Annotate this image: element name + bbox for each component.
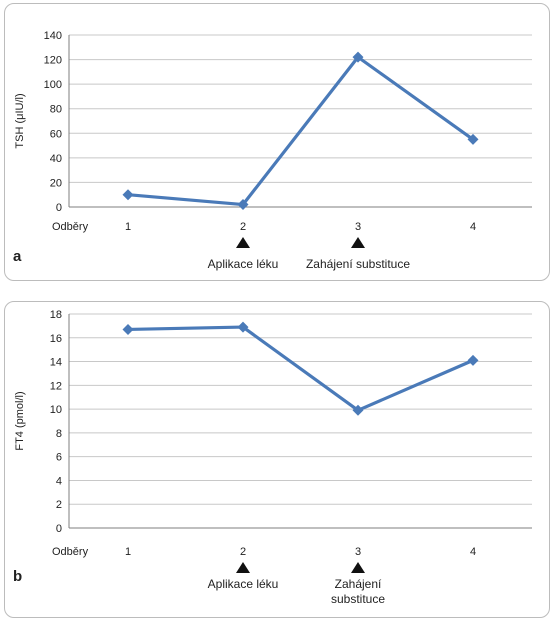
y-tick-label: 8 bbox=[56, 428, 62, 440]
category-row-label: Odběry bbox=[52, 221, 89, 233]
event-label: Aplikace léku bbox=[208, 257, 279, 271]
event-marker-triangle bbox=[236, 237, 250, 248]
y-tick-label: 140 bbox=[44, 30, 62, 42]
y-tick-label: 16 bbox=[50, 333, 62, 345]
event-label: Zahájení substituce bbox=[306, 257, 410, 271]
data-point bbox=[122, 323, 134, 335]
event-label: Zahájení bbox=[335, 577, 382, 591]
y-tick-label: 40 bbox=[50, 153, 62, 165]
category-row-label: Odběry bbox=[52, 546, 89, 558]
tsh-chart: 0 20 40 60 80 100 120 140 TSH (μIU/l) Odběry 1 2 3 4 a… bbox=[13, 30, 532, 271]
y-tick-label: 14 bbox=[50, 357, 62, 369]
y-axis-title: TSH (μIU/l) bbox=[14, 93, 26, 148]
event-label: substituce bbox=[331, 592, 385, 606]
y-tick-label: 60 bbox=[50, 128, 62, 140]
y-tick-label: 0 bbox=[56, 202, 62, 214]
data-point bbox=[467, 133, 479, 145]
x-tick-label: 4 bbox=[470, 546, 476, 558]
y-tick-label: 12 bbox=[50, 380, 62, 392]
x-tick-label: 3 bbox=[355, 221, 361, 233]
chart-panel-a: 0 20 40 60 80 100 120 140 TSH (μIU/l) Odběry 1 2 3 4 a… bbox=[4, 3, 550, 281]
y-tick-label: 10 bbox=[50, 404, 62, 416]
y-tick-label: 20 bbox=[50, 177, 62, 189]
event-marker-triangle bbox=[236, 562, 250, 573]
x-tick-label: 1 bbox=[125, 221, 131, 233]
y-tick-label: 80 bbox=[50, 104, 62, 116]
panel-letter: b bbox=[13, 568, 22, 585]
event-label: Aplikace léku bbox=[208, 577, 279, 591]
y-axis-title: FT4 (pmol/l) bbox=[14, 391, 26, 450]
y-tick-label: 120 bbox=[44, 55, 62, 67]
y-tick-label: 18 bbox=[50, 309, 62, 321]
series-line bbox=[127, 55, 474, 207]
y-tick-label: 4 bbox=[56, 475, 62, 487]
chart-panel-b: 0 2 4 6 8 10 12 14 16 18 FT4 (pmol/l) Odběry 1 2 3 4 b Ap… bbox=[4, 301, 550, 618]
data-point bbox=[237, 321, 249, 333]
data-point bbox=[352, 404, 364, 416]
x-tick-label: 3 bbox=[355, 546, 361, 558]
data-point bbox=[237, 199, 249, 211]
x-tick-label: 2 bbox=[240, 221, 246, 233]
series-line bbox=[127, 325, 474, 412]
x-tick-label: 2 bbox=[240, 546, 246, 558]
y-tick-label: 0 bbox=[56, 523, 62, 535]
event-marker-triangle bbox=[351, 562, 365, 573]
y-tick-label: 6 bbox=[56, 452, 62, 464]
x-tick-label: 4 bbox=[470, 221, 476, 233]
data-point bbox=[352, 51, 364, 63]
y-tick-label: 100 bbox=[44, 79, 62, 91]
panel-letter: a bbox=[13, 248, 22, 265]
data-point bbox=[122, 189, 134, 201]
event-marker-triangle bbox=[351, 237, 365, 248]
y-tick-label: 2 bbox=[56, 499, 62, 511]
x-tick-label: 1 bbox=[125, 546, 131, 558]
data-point bbox=[467, 354, 479, 366]
